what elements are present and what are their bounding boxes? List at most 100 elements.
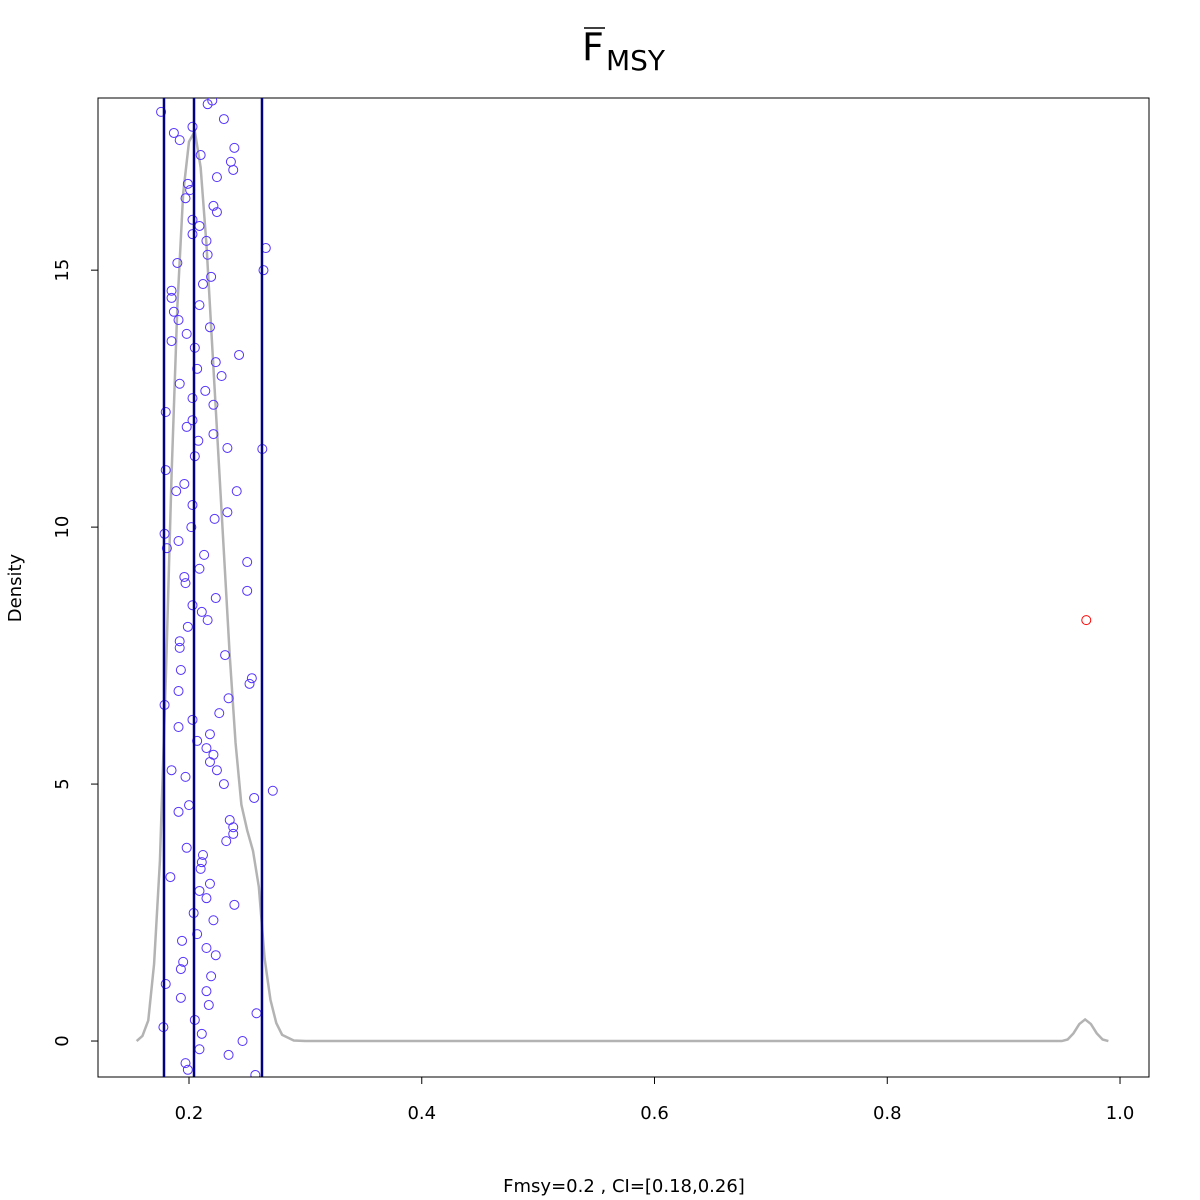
x-axis-label: Fmsy=0.2 , CI=[0.18,0.26] [503,1176,745,1197]
point [211,207,222,218]
point [160,465,171,476]
point [231,486,242,497]
point [173,722,184,733]
point [201,943,212,954]
point [250,1069,261,1077]
point [228,822,239,833]
point [209,513,220,524]
point [194,220,205,231]
point [203,1000,214,1011]
point [194,563,205,574]
point [173,535,184,546]
point [208,200,219,211]
point [267,785,278,796]
point [173,686,184,697]
point [180,771,191,782]
point [204,729,215,740]
point [228,164,239,175]
point [225,156,236,167]
point [1081,615,1092,626]
point [175,992,186,1003]
x-tick-label: 0.4 [407,1103,436,1124]
point [223,1049,234,1060]
point [208,399,219,410]
point [180,1058,191,1069]
point [218,114,229,125]
point [221,836,232,847]
title-subscript: MSY [606,44,666,77]
point [210,593,221,604]
point [174,636,185,647]
x-tick-label: 1.0 [1106,1103,1135,1124]
y-tick-label: 0 [52,1035,73,1046]
point [171,486,182,497]
point [175,964,186,975]
y-tick-label: 10 [52,516,73,539]
point [192,929,203,940]
point [177,935,188,946]
point [197,279,208,290]
point [201,235,212,246]
point [208,429,219,440]
point [187,600,198,611]
point [180,193,191,204]
density-line [135,127,1109,1043]
point [216,371,227,382]
point [173,315,184,326]
title-text: F [582,26,604,70]
point [195,150,206,161]
point [201,743,212,754]
point [166,765,177,776]
point [156,106,167,117]
point [179,478,190,489]
point [201,893,212,904]
point [178,956,189,967]
point [223,693,234,704]
point [182,178,193,189]
point [214,708,225,719]
point [222,442,233,453]
point [246,673,257,684]
x-tick-label: 0.6 [640,1103,669,1124]
point [187,229,198,240]
point [229,142,240,153]
plot-area [135,98,1109,1077]
point [184,800,195,811]
point [166,292,177,303]
point [179,571,190,582]
point [161,543,172,554]
point [202,615,213,626]
point [196,606,207,617]
point [234,349,245,360]
point [186,522,197,533]
point [160,406,171,417]
point [207,98,218,106]
point [228,828,239,839]
point [174,642,185,653]
point [249,792,260,803]
point [204,756,215,767]
point [204,878,215,889]
plot-frame [97,97,1150,1078]
point [160,978,171,989]
point [220,650,231,661]
point [181,328,192,339]
point [187,714,198,725]
point [194,1044,205,1055]
point [168,127,179,138]
point [192,363,203,374]
point [258,265,269,276]
point [210,357,221,368]
point [244,678,255,689]
point [237,1036,248,1047]
point [206,271,217,282]
point [208,915,219,926]
point [173,806,184,817]
point [222,507,233,518]
point [192,735,203,746]
point [242,557,253,568]
point [187,393,198,404]
point [181,421,192,432]
